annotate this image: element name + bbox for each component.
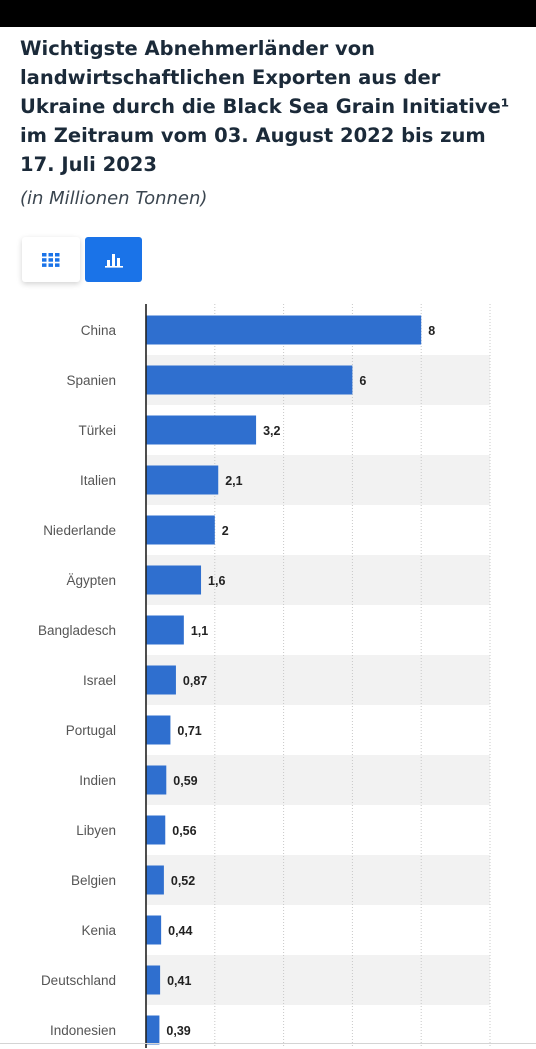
value-label: 0,59 <box>173 774 197 788</box>
bar <box>146 415 257 445</box>
bar-chart-icon <box>104 253 123 268</box>
category-label: Deutschland <box>41 973 116 988</box>
bar <box>146 465 219 495</box>
category-label: Ägypten <box>66 573 116 588</box>
category-label: Türkei <box>78 423 116 438</box>
top-bar <box>0 0 536 27</box>
row-stripe <box>146 755 490 805</box>
bar <box>146 365 353 395</box>
category-label: China <box>81 323 117 338</box>
category-label: Indonesien <box>50 1023 116 1038</box>
bar <box>146 315 422 345</box>
category-label: Italien <box>80 473 116 488</box>
bar <box>146 565 202 595</box>
value-label: 2,1 <box>225 474 242 488</box>
row-stripe <box>146 955 490 1005</box>
category-label: Belgien <box>71 873 116 888</box>
value-label: 1,1 <box>191 624 208 638</box>
category-label: Portugal <box>66 723 116 738</box>
bar <box>146 865 164 895</box>
category-label: Spanien <box>66 373 116 388</box>
chart-subtitle: (in Millionen Tonnen) <box>20 188 208 209</box>
bar <box>146 715 171 745</box>
bottom-divider <box>0 1043 536 1044</box>
value-label: 6 <box>359 374 366 388</box>
category-label: Niederlande <box>43 523 116 538</box>
value-label: 1,6 <box>208 574 225 588</box>
chart-title: Wichtigste Abnehmerländer von landwirtsc… <box>20 37 510 176</box>
bar <box>146 765 167 795</box>
value-label: 0,71 <box>177 724 201 738</box>
value-label: 3,2 <box>263 424 280 438</box>
row-stripe <box>146 555 490 605</box>
grid-icon <box>42 252 60 267</box>
bar <box>146 1015 160 1045</box>
bar-chart: China 8 Spanien 6 Türkei 3,2 Italien 2,1 Niederl… <box>38 304 491 1048</box>
category-label: Libyen <box>76 823 116 838</box>
bar <box>146 665 176 695</box>
value-label: 2 <box>222 524 229 538</box>
category-label: Israel <box>83 673 116 688</box>
category-label: Indien <box>79 773 116 788</box>
value-label: 0,41 <box>167 974 191 988</box>
category-label: Bangladesch <box>38 623 116 638</box>
category-label: Kenia <box>81 923 116 938</box>
row-stripe <box>146 655 490 705</box>
value-label: 0,56 <box>172 824 196 838</box>
bar <box>146 515 215 545</box>
table-view-button[interactable] <box>22 237 80 282</box>
value-label: 0,87 <box>183 674 207 688</box>
value-label: 8 <box>428 324 435 338</box>
bar <box>146 915 162 945</box>
row-stripe <box>146 855 490 905</box>
bar <box>146 615 184 645</box>
value-label: 0,44 <box>168 924 192 938</box>
value-label: 0,39 <box>166 1024 190 1038</box>
chart-view-button[interactable] <box>85 237 142 282</box>
value-label: 0,52 <box>171 874 195 888</box>
bar <box>146 815 166 845</box>
bar <box>146 965 161 995</box>
